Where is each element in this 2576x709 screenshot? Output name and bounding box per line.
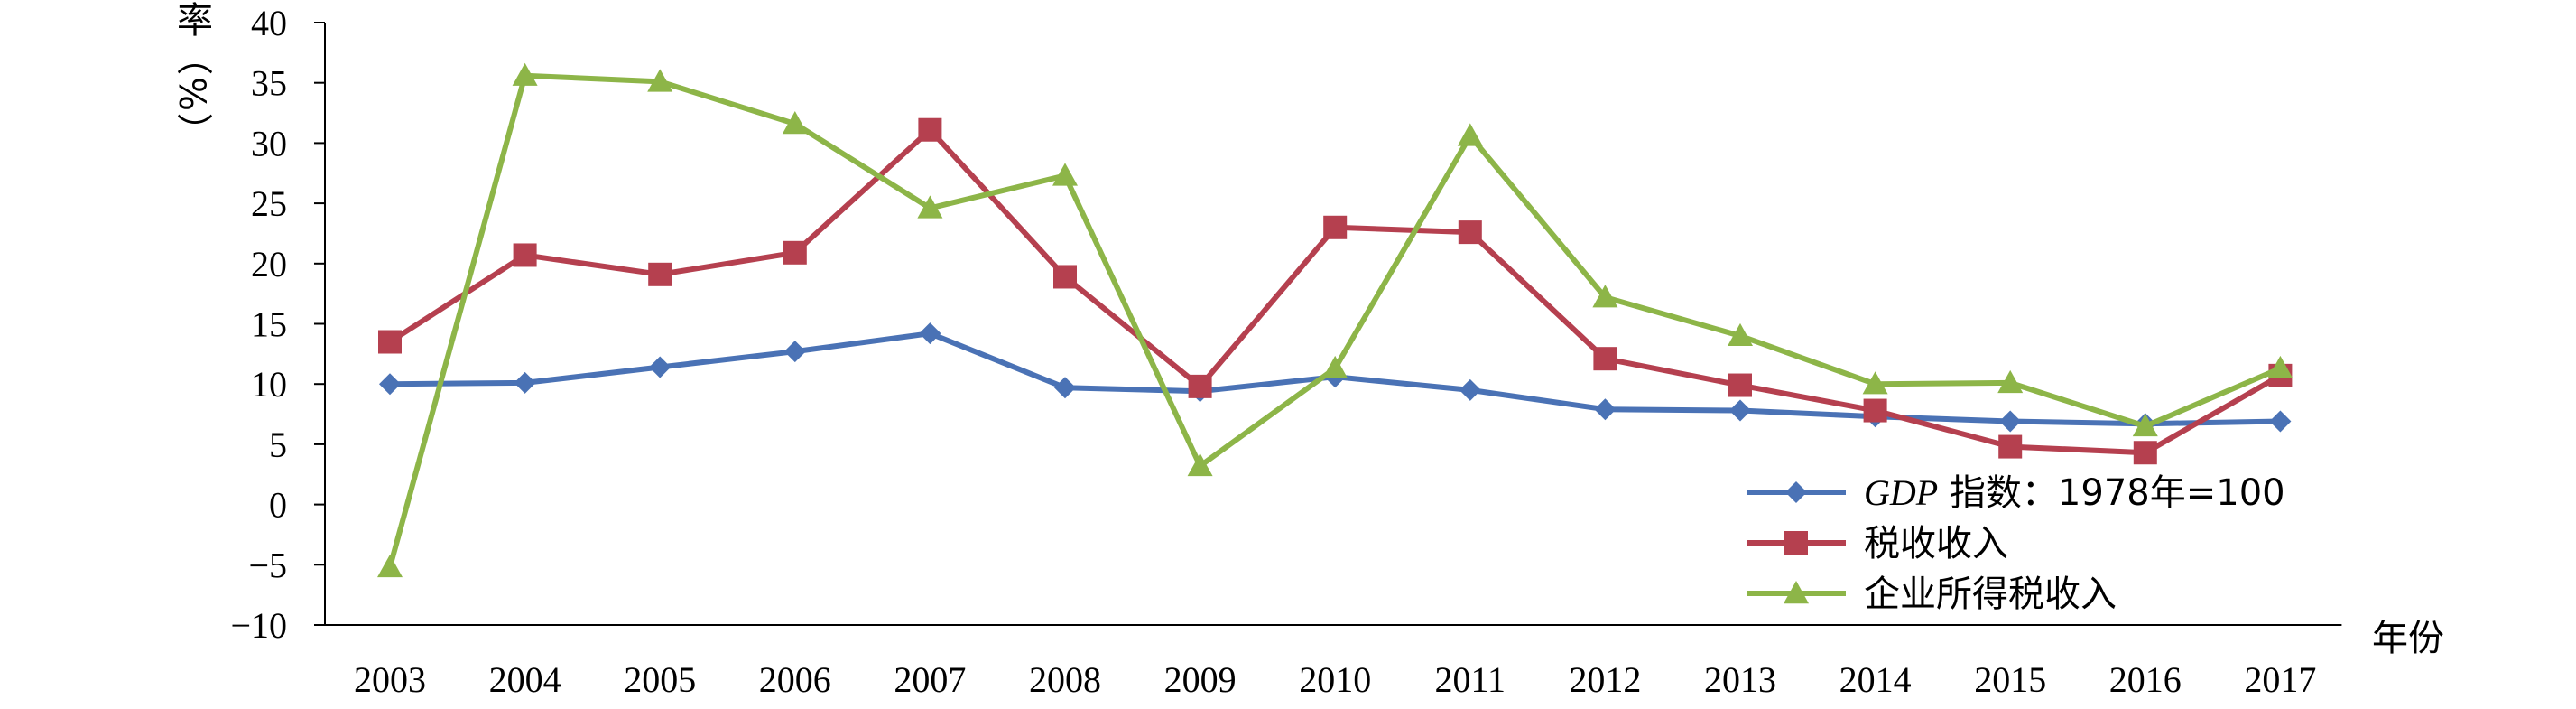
data-point xyxy=(377,554,403,578)
data-point xyxy=(379,373,401,396)
x-tick-label: 2016 xyxy=(2109,659,2182,700)
x-tick-label: 2014 xyxy=(1839,659,1912,700)
y-tick-label: 25 xyxy=(251,183,287,224)
y-axis: −10 −5 0 5 10 15 20 25 30 35 40 xyxy=(230,3,326,646)
series-3 xyxy=(377,62,2293,578)
series-1 xyxy=(379,322,2292,435)
data-point xyxy=(1187,452,1213,477)
x-tick-label: 2006 xyxy=(759,659,831,700)
data-point xyxy=(1323,215,1348,239)
data-point xyxy=(1457,123,1483,146)
data-point xyxy=(1053,265,1077,289)
legend-item: 企业所得税收入 xyxy=(1747,574,2117,615)
x-axis: 2003 2004 2005 2006 2007 2008 2009 2010 2011 2012… xyxy=(325,624,2342,700)
legend-item: 税收收入 xyxy=(1747,523,2008,564)
data-point xyxy=(648,262,672,286)
data-point xyxy=(1593,347,1617,371)
y-tick-label: 35 xyxy=(251,63,287,104)
data-point xyxy=(917,195,943,219)
data-point xyxy=(2132,413,2158,437)
x-tick-label: 2009 xyxy=(1164,659,1237,700)
data-point xyxy=(919,322,941,345)
y-tick-label: 20 xyxy=(251,244,287,285)
data-point xyxy=(1458,220,1482,245)
y-tick-label: 15 xyxy=(251,304,287,345)
series-line xyxy=(388,126,2282,456)
x-tick-label: 2008 xyxy=(1029,659,1101,700)
data-point xyxy=(1052,163,1078,186)
data-point xyxy=(1999,410,2022,433)
y-axis-title-text: 增长率（%） xyxy=(171,0,213,151)
data-point xyxy=(918,117,942,142)
legend-label: 企业所得税收入 xyxy=(1864,574,2117,615)
x-tick-label: 2005 xyxy=(624,659,696,700)
y-tick-label: 30 xyxy=(251,123,287,163)
data-point xyxy=(513,243,537,267)
data-point xyxy=(1728,373,1752,397)
legend-label: 税收收入 xyxy=(1864,523,2008,564)
data-point xyxy=(2267,355,2293,379)
data-point xyxy=(647,69,673,92)
x-tick-label: 2010 xyxy=(1299,659,1371,700)
data-point xyxy=(2133,441,2157,465)
y-axis-title: 增长率（%） xyxy=(171,0,213,151)
legend-marker xyxy=(1785,481,1807,503)
x-tick-label: 2007 xyxy=(894,659,966,700)
data-point xyxy=(1997,369,2024,394)
y-tick-label: 5 xyxy=(269,424,287,465)
data-point xyxy=(1594,398,1617,421)
data-point xyxy=(783,341,806,363)
data-point xyxy=(378,330,402,354)
data-point xyxy=(1863,398,1887,423)
y-tick-label: 0 xyxy=(269,485,287,526)
data-point xyxy=(1459,378,1481,401)
data-point xyxy=(1322,355,1348,379)
data-point xyxy=(1054,377,1076,399)
legend-label: GDP 指数：1978年=100 xyxy=(1864,472,2285,514)
y-tick-label: −10 xyxy=(230,605,287,646)
x-tick-label: 2003 xyxy=(354,659,426,700)
data-point xyxy=(1998,434,2023,459)
x-axis-title: 年份 xyxy=(2372,618,2444,659)
legend-item: GDP 指数：1978年=100 xyxy=(1747,472,2285,514)
legend-marker xyxy=(1784,531,1808,555)
data-point xyxy=(1728,322,1753,347)
series-2 xyxy=(378,117,2293,465)
data-point xyxy=(1729,399,1751,422)
data-point xyxy=(1592,285,1618,308)
y-tick-label: −5 xyxy=(248,545,287,585)
data-point xyxy=(783,240,807,265)
x-tick-label: 2011 xyxy=(1435,659,1506,700)
data-point xyxy=(782,111,808,135)
data-point xyxy=(514,371,536,394)
x-tick-label: 2017 xyxy=(2244,659,2316,700)
data-point xyxy=(1188,374,1212,398)
x-tick-label: 2015 xyxy=(1974,659,2046,700)
data-point xyxy=(512,62,538,86)
data-point xyxy=(1862,371,1888,395)
x-tick-label: 2004 xyxy=(489,659,561,700)
y-tick-label: 10 xyxy=(251,364,287,405)
plot-area xyxy=(377,62,2293,578)
legend-label-italic: GDP xyxy=(1864,472,1938,513)
x-tick-label: 2013 xyxy=(1704,659,1776,700)
legend-label-rest: 指数：1978年=100 xyxy=(1938,472,2284,514)
data-point xyxy=(649,356,672,378)
y-tick-label: 40 xyxy=(251,3,287,43)
legend-marker xyxy=(1784,581,1809,604)
data-point xyxy=(2269,410,2292,433)
x-tick-label: 2012 xyxy=(1569,659,1641,700)
